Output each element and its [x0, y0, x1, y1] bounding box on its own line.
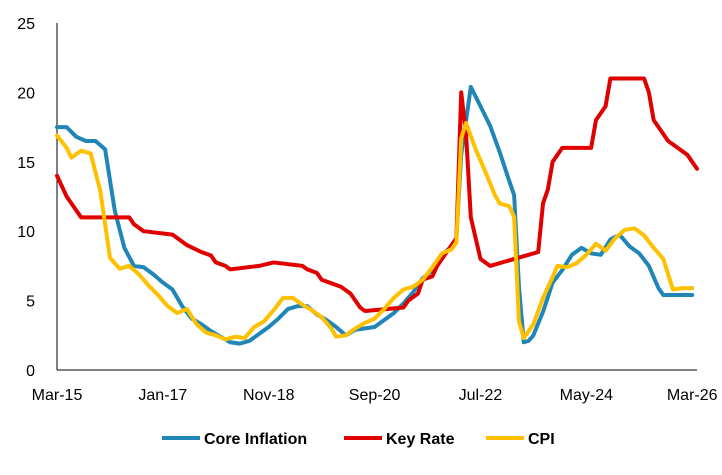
x-tick-label: Mar-15 [32, 387, 83, 404]
x-tick-label: Jan-17 [138, 387, 187, 404]
series-line-core-inflation [55, 84, 695, 346]
series-line-cpi [55, 120, 695, 342]
y-tick-label: 5 [26, 294, 35, 311]
legend: Core Inflation Key Rate CPI [162, 431, 555, 448]
legend-label: Key Rate [386, 431, 455, 448]
x-tick-label: Mar-26 [667, 387, 718, 404]
y-tick-labels: 0 5 10 15 20 25 [17, 16, 35, 380]
axes [56, 23, 697, 371]
x-tick-label: May-24 [560, 387, 613, 404]
legend-label: CPI [528, 431, 555, 448]
y-tick-label: 0 [26, 363, 35, 380]
y-tick-label: 20 [17, 85, 35, 102]
x-tick-label: Sep-20 [349, 387, 401, 404]
legend-label: Core Inflation [204, 431, 307, 448]
y-tick-label: 10 [17, 224, 35, 241]
x-tick-label: Nov-18 [243, 387, 295, 404]
series-lines [55, 76, 699, 346]
y-tick-label: 25 [17, 16, 35, 33]
x-tick-label: Jul-22 [459, 387, 503, 404]
y-tick-label: 15 [17, 155, 35, 172]
series-line-key-rate [55, 76, 699, 314]
x-tick-labels: Mar-15 Jan-17 Nov-18 Sep-20 Jul-22 May-24 Mar-… [32, 387, 718, 404]
